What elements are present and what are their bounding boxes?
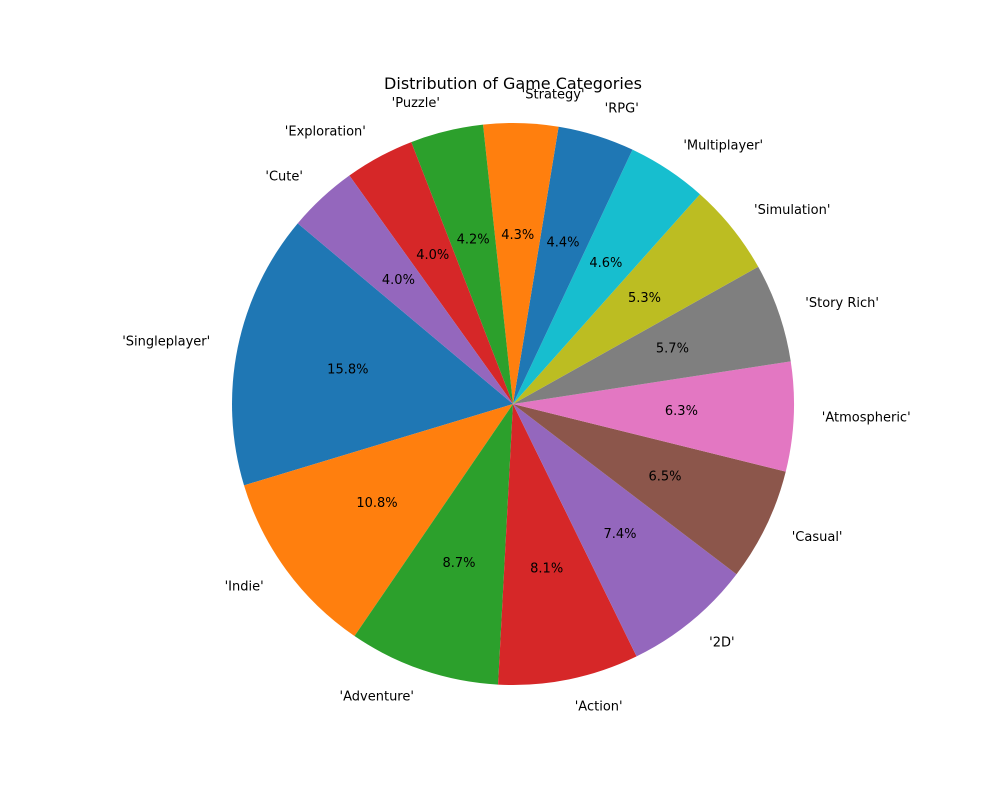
- slice-category-label: 'Action': [575, 699, 623, 714]
- slice-percentage-label: 4.3%: [501, 228, 534, 243]
- slice-category-label: 'Strategy': [522, 88, 585, 103]
- slice-category-label: 'Puzzle': [392, 96, 440, 111]
- pie-slice: [513, 361, 794, 472]
- chart-title: Distribution of Game Categories: [384, 74, 642, 93]
- slice-category-label: '2D': [709, 635, 734, 650]
- slice-percentage-label: 4.0%: [382, 273, 415, 288]
- slice-category-label: 'Casual': [792, 530, 843, 545]
- pie-category-labels: 'Singleplayer' 'Indie' 'Adventure' 'Action'…: [122, 88, 910, 715]
- slice-percentage-label: 15.8%: [327, 363, 368, 378]
- slice-category-label: 'Story Rich': [805, 296, 879, 311]
- slice-percentage-label: 4.6%: [589, 256, 622, 271]
- slice-category-label: 'RPG': [605, 101, 639, 116]
- slice-percentage-label: 5.3%: [628, 291, 661, 306]
- slice-category-label: 'Indie': [225, 579, 264, 594]
- pie-slices: [232, 122, 794, 685]
- pie-slice: [513, 149, 700, 404]
- pie-slice: [349, 142, 513, 404]
- pie-slice: [411, 124, 513, 404]
- slice-category-label: 'Singleplayer': [122, 334, 210, 349]
- slice-percentage-label: 4.2%: [457, 233, 490, 248]
- slice-percentage-label: 7.4%: [603, 527, 636, 542]
- pie-slice: [483, 122, 559, 404]
- pie-slice: [513, 266, 791, 404]
- slice-percentage-label: 8.1%: [530, 562, 563, 577]
- pie-slice: [513, 126, 633, 404]
- slice-category-label: 'Simulation': [754, 203, 830, 218]
- pie-slice: [513, 404, 737, 657]
- pie-percentage-labels: 15.8% 10.8% 8.7% 8.1% 7.4% 6.5% 6.3% 5.7% 5.3% 4.…: [327, 228, 698, 577]
- pie-slice: [232, 223, 513, 486]
- pie-slice: [244, 404, 513, 637]
- pie-slice: [513, 194, 759, 404]
- slice-percentage-label: 6.3%: [665, 404, 698, 419]
- slice-percentage-label: 6.5%: [649, 469, 682, 484]
- pie-slice: [498, 404, 637, 685]
- slice-category-label: 'Cute': [265, 170, 303, 185]
- pie-slice: [297, 175, 513, 404]
- slice-percentage-label: 8.7%: [442, 556, 475, 571]
- slice-category-label: 'Exploration': [285, 125, 366, 140]
- slice-category-label: 'Adventure': [340, 689, 414, 704]
- slice-category-label: 'Atmospheric': [822, 411, 911, 426]
- slice-percentage-label: 4.4%: [546, 235, 579, 250]
- slice-category-label: 'Multiplayer': [683, 139, 763, 154]
- slice-percentage-label: 5.7%: [656, 342, 689, 357]
- pie-slice: [513, 404, 786, 575]
- slice-percentage-label: 10.8%: [356, 496, 397, 511]
- slice-percentage-label: 4.0%: [416, 248, 449, 263]
- pie-slice: [354, 404, 513, 685]
